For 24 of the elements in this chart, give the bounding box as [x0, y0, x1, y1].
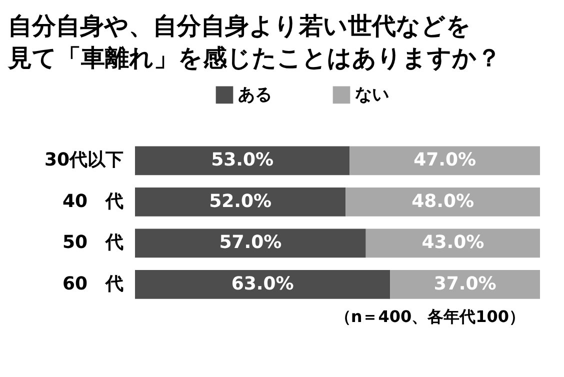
chart-title: 自分自身や、自分自身より若い世代などを見て「車離れ」を感じたことはありますか？	[7, 12, 501, 72]
y-tick-label: 50 代	[62, 232, 124, 254]
y-tick-label: 40 代	[62, 190, 124, 212]
data-label: 53.0%	[211, 150, 274, 171]
y-tick-label: 30代以下	[44, 150, 124, 171]
bar	[390, 270, 540, 299]
bar	[350, 146, 540, 176]
bar	[135, 270, 390, 299]
bar	[135, 187, 346, 216]
data-label: 48.0%	[412, 190, 474, 212]
data-label: 47.0%	[414, 150, 476, 171]
bar	[135, 228, 366, 258]
bar	[346, 187, 540, 216]
data-label: 52.0%	[209, 190, 272, 212]
y-tick-label: 60 代	[62, 273, 124, 294]
data-label: 57.0%	[219, 232, 282, 254]
data-label: 43.0%	[422, 232, 484, 254]
legend-label: ある	[238, 84, 272, 105]
legend-label: ない	[355, 84, 389, 105]
data-label: 37.0%	[434, 273, 496, 294]
text: （n＝400、各年代100）	[334, 307, 525, 326]
bar	[135, 146, 350, 176]
data-label: 63.0%	[231, 273, 294, 294]
bar	[366, 228, 540, 258]
